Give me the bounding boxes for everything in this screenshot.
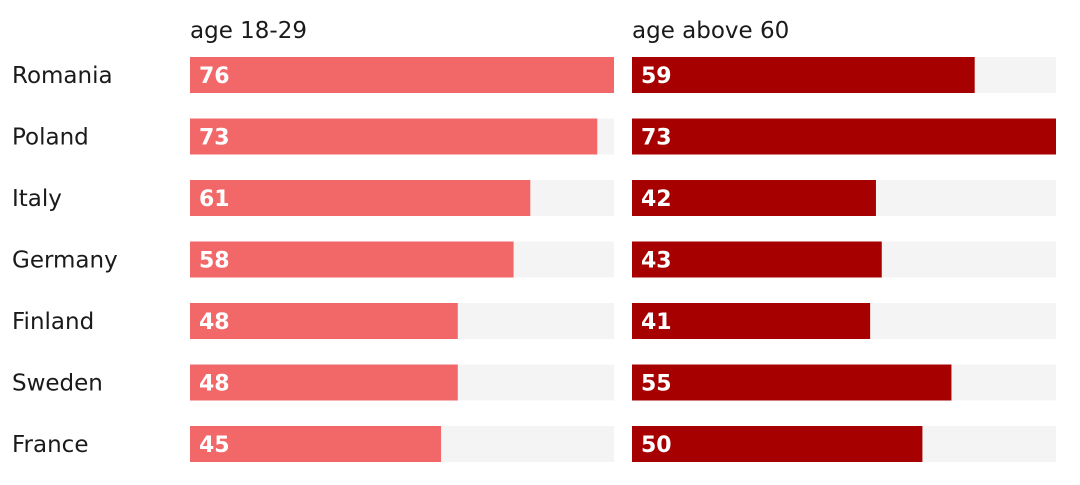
bar bbox=[190, 426, 442, 462]
category-label: Italy bbox=[12, 186, 62, 212]
category-label: Finland bbox=[12, 309, 94, 335]
data-label: 73 bbox=[199, 126, 230, 151]
panel-title-0: age 18-29 bbox=[190, 18, 307, 44]
bar bbox=[190, 303, 458, 339]
bar bbox=[632, 180, 876, 216]
data-label: 48 bbox=[199, 310, 230, 335]
data-label: 48 bbox=[199, 372, 230, 397]
category-label: France bbox=[12, 432, 88, 458]
bar bbox=[190, 364, 458, 401]
category-label: Romania bbox=[12, 63, 113, 89]
panel-age-18-29: 76 73 61 58 48 48 45 bbox=[190, 57, 614, 462]
panel-age-above-60: 59 73 42 43 41 55 50 bbox=[632, 57, 1056, 462]
bar bbox=[190, 57, 614, 93]
panel-titles: age 18-29 age above 60 bbox=[190, 18, 789, 44]
data-label: 43 bbox=[641, 249, 672, 274]
panel-title-1: age above 60 bbox=[632, 18, 789, 44]
bar bbox=[632, 241, 882, 278]
data-label: 61 bbox=[199, 187, 230, 212]
bar bbox=[632, 364, 952, 401]
bar bbox=[190, 118, 598, 155]
data-label: 76 bbox=[199, 64, 230, 89]
category-labels: Romania Poland Italy Germany Finland Sweden Fr… bbox=[12, 63, 118, 458]
category-label: Sweden bbox=[12, 371, 103, 397]
data-label: 73 bbox=[641, 126, 672, 151]
data-label: 58 bbox=[199, 249, 230, 274]
bar bbox=[632, 57, 975, 93]
category-label: Poland bbox=[12, 125, 89, 151]
data-label: 45 bbox=[199, 433, 230, 458]
data-label: 41 bbox=[641, 310, 672, 335]
data-label: 55 bbox=[641, 372, 672, 397]
bar bbox=[190, 180, 531, 216]
data-label: 42 bbox=[641, 187, 672, 212]
category-label: Germany bbox=[12, 248, 118, 274]
bar bbox=[632, 303, 871, 339]
data-label: 59 bbox=[641, 64, 672, 89]
data-label: 50 bbox=[641, 433, 672, 458]
bar bbox=[632, 118, 1056, 155]
bar bbox=[190, 241, 514, 278]
bar bbox=[632, 426, 923, 462]
